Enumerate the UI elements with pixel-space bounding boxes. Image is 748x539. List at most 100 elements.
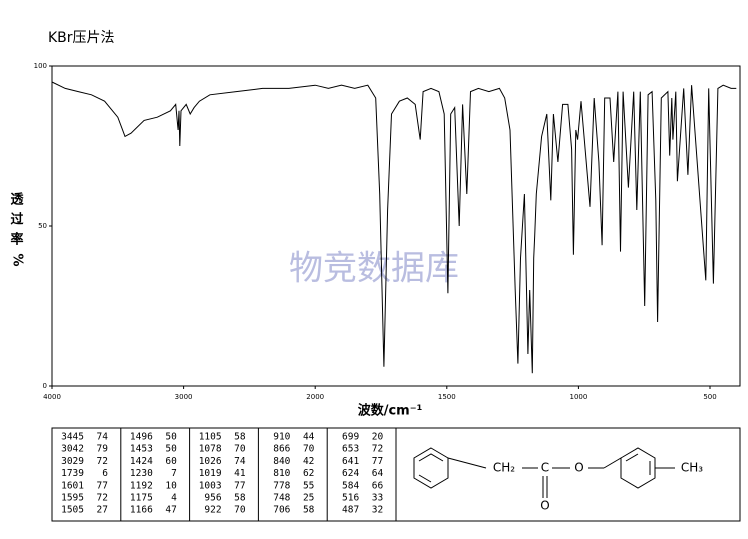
transmittance-cell: 77 bbox=[372, 456, 383, 467]
transmittance-cell: 64 bbox=[372, 468, 384, 479]
wavenumber-cell: 1601 bbox=[61, 480, 84, 491]
y-label-char: % bbox=[10, 253, 25, 266]
transmittance-cell: 50 bbox=[165, 444, 177, 455]
wavenumber-cell: 1496 bbox=[130, 432, 153, 443]
wavenumber-cell: 1019 bbox=[199, 468, 222, 479]
atom-label: O bbox=[574, 461, 583, 475]
wavenumber-cell: 3042 bbox=[61, 444, 84, 455]
transmittance-cell: 33 bbox=[372, 493, 383, 504]
transmittance-cell: 20 bbox=[372, 432, 384, 443]
wavenumber-cell: 748 bbox=[273, 493, 290, 504]
wavenumber-cell: 910 bbox=[273, 432, 290, 443]
y-tick-label: 50 bbox=[38, 222, 47, 230]
wavenumber-cell: 516 bbox=[342, 493, 359, 504]
wavenumber-cell: 1192 bbox=[130, 480, 153, 491]
ring-bond bbox=[625, 453, 639, 462]
wavenumber-cell: 1175 bbox=[130, 493, 153, 504]
bond bbox=[603, 457, 622, 469]
transmittance-cell: 79 bbox=[97, 444, 109, 455]
y-label-char: 过 bbox=[10, 212, 23, 228]
transmittance-cell: 72 bbox=[97, 493, 108, 504]
transmittance-cell: 7 bbox=[171, 468, 177, 479]
atom-label: C bbox=[541, 461, 549, 475]
x-tick-label: 2000 bbox=[306, 393, 324, 401]
transmittance-cell: 32 bbox=[372, 505, 383, 516]
watermark: 物竞数据库 bbox=[289, 249, 459, 289]
benzene-ring bbox=[620, 447, 656, 489]
x-tick-label: 1500 bbox=[438, 393, 456, 401]
wavenumber-cell: 1424 bbox=[130, 456, 153, 467]
peak-table: 3445 74 3042 79 3029 72 1739 6 1601 77 1595 72 1505 2… bbox=[61, 428, 397, 521]
wavenumber-cell: 1166 bbox=[130, 505, 153, 516]
spectrum-line bbox=[51, 81, 737, 374]
transmittance-cell: 47 bbox=[165, 505, 176, 516]
ring-bond bbox=[418, 474, 432, 483]
wavenumber-cell: 1026 bbox=[199, 456, 222, 467]
transmittance-cell: 58 bbox=[234, 493, 246, 504]
transmittance-cell: 74 bbox=[234, 456, 246, 467]
wavenumber-cell: 706 bbox=[273, 505, 290, 516]
y-tick-label: 100 bbox=[34, 62, 47, 70]
plot-frame bbox=[51, 65, 741, 387]
transmittance-cell: 58 bbox=[234, 432, 246, 443]
wavenumber-cell: 584 bbox=[342, 480, 359, 491]
structure-labels: CH₂ C O O CH₃ bbox=[493, 461, 703, 513]
transmittance-cell: 60 bbox=[165, 456, 177, 467]
structure-diagram bbox=[413, 447, 675, 498]
transmittance-cell: 41 bbox=[234, 468, 246, 479]
transmittance-cell: 50 bbox=[165, 432, 177, 443]
y-label-char: 率 bbox=[10, 232, 23, 248]
wavenumber-cell: 1078 bbox=[199, 444, 222, 455]
wavenumber-cell: 1105 bbox=[199, 432, 222, 443]
x-tick-label: 1000 bbox=[569, 393, 587, 401]
transmittance-cell: 42 bbox=[303, 456, 314, 467]
wavenumber-cell: 922 bbox=[204, 505, 221, 516]
x-tick-label: 4000 bbox=[43, 393, 61, 401]
ring-bond bbox=[418, 453, 444, 462]
transmittance-cell: 27 bbox=[97, 505, 108, 516]
wavenumber-cell: 699 bbox=[342, 432, 359, 443]
transmittance-cell: 6 bbox=[102, 468, 108, 479]
transmittance-cell: 70 bbox=[303, 444, 315, 455]
wavenumber-cell: 1230 bbox=[130, 468, 153, 479]
x-axis-label: 波数/cm⁻¹ bbox=[358, 403, 423, 419]
transmittance-cell: 70 bbox=[234, 444, 246, 455]
transmittance-cell: 10 bbox=[165, 480, 177, 491]
transmittance-cell: 72 bbox=[97, 456, 108, 467]
bond bbox=[447, 457, 487, 469]
transmittance-cell: 72 bbox=[372, 444, 383, 455]
transmittance-cell: 25 bbox=[303, 493, 314, 504]
transmittance-cell: 70 bbox=[234, 505, 246, 516]
wavenumber-cell: 778 bbox=[273, 480, 290, 491]
y-axis-label: 透 过 率 % bbox=[10, 193, 25, 267]
wavenumber-cell: 840 bbox=[273, 456, 290, 467]
transmittance-cell: 77 bbox=[97, 480, 108, 491]
transmittance-cell: 62 bbox=[303, 468, 314, 479]
wavenumber-cell: 3029 bbox=[61, 456, 84, 467]
wavenumber-cell: 1453 bbox=[130, 444, 153, 455]
transmittance-cell: 74 bbox=[97, 432, 109, 443]
wavenumber-cell: 866 bbox=[273, 444, 290, 455]
wavenumber-cell: 956 bbox=[204, 493, 221, 504]
wavenumber-cell: 1739 bbox=[61, 468, 84, 479]
wavenumber-cell: 624 bbox=[342, 468, 359, 479]
wavenumber-cell: 641 bbox=[342, 456, 359, 467]
transmittance-cell: 44 bbox=[303, 432, 315, 443]
transmittance-cell: 58 bbox=[303, 505, 315, 516]
atom-label: O bbox=[540, 499, 549, 513]
wavenumber-cell: 1595 bbox=[61, 493, 84, 504]
atom-label: CH₂ bbox=[493, 461, 515, 475]
y-label-char: 透 bbox=[10, 193, 23, 208]
wavenumber-cell: 3445 bbox=[61, 432, 84, 443]
transmittance-cell: 66 bbox=[372, 480, 384, 491]
x-tick-label: 500 bbox=[703, 393, 716, 401]
x-tick-label: 3000 bbox=[175, 393, 193, 401]
transmittance-cell: 77 bbox=[234, 480, 245, 491]
transmittance-cell: 55 bbox=[303, 480, 314, 491]
wavenumber-cell: 487 bbox=[342, 505, 359, 516]
wavenumber-cell: 1505 bbox=[61, 505, 84, 516]
atom-label: CH₃ bbox=[681, 461, 703, 475]
chart-title: KBr压片法 bbox=[48, 30, 115, 46]
wavenumber-cell: 653 bbox=[342, 444, 359, 455]
